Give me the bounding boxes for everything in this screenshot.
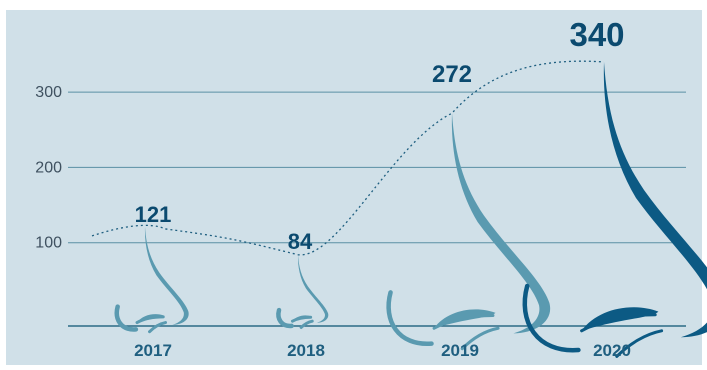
nose-icon-2019 [386, 113, 551, 351]
x-tick-label-2018: 2018 [287, 341, 325, 360]
chart-background [6, 10, 702, 365]
data-label-2017: 121 [135, 202, 172, 227]
grid-lines [68, 91, 686, 244]
y-axis-ticks: 100 200 300 [35, 84, 62, 252]
data-labels: 121 84 272 340 [135, 16, 625, 254]
nose-icon-2020 [522, 61, 707, 358]
nose-icons [114, 61, 707, 358]
y-tick-label: 300 [35, 84, 62, 101]
x-axis-ticks: 2017 2018 2019 2020 [134, 341, 631, 360]
data-label-2020: 340 [569, 16, 624, 53]
nose-icon-2018 [276, 254, 329, 329]
data-label-2018: 84 [288, 229, 313, 254]
y-tick-label: 200 [35, 159, 62, 176]
nose-icon-2017 [114, 226, 189, 334]
y-tick-label: 100 [35, 235, 62, 252]
x-tick-label-2019: 2019 [441, 341, 479, 360]
x-tick-label-2017: 2017 [134, 341, 172, 360]
x-tick-label-2020: 2020 [593, 341, 631, 360]
data-label-2019: 272 [432, 61, 472, 88]
